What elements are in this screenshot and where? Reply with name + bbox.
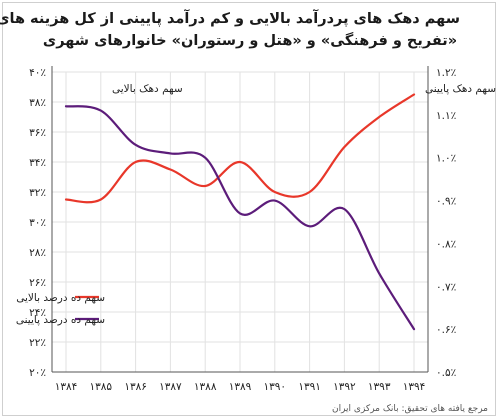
left-tick-label: ۳۴٪ bbox=[29, 157, 46, 169]
x-tick-label: ۱۳۹۲ bbox=[333, 381, 356, 393]
right-axis-label: سهم دهک پایینی bbox=[425, 83, 496, 95]
left-tick-label: ۲۶٪ bbox=[29, 277, 46, 289]
x-axis-ticks: ۱۳۸۴ ۱۳۸۵ ۱۳۸۶ ۱۳۸۷ ۱۳۸۸ ۱۳۸۹ ۱۳۹۰ ۱۳۹۱ ۱۳۹۲ ۱۳۹۳… bbox=[55, 381, 426, 393]
x-tick-label: ۱۳۸۶ bbox=[124, 381, 147, 393]
x-tick-label: ۱۳۸۹ bbox=[229, 381, 252, 393]
left-axis-ticks: ۲۰٪۲۲٪۲۴٪۲۶٪۲۸٪۳۰٪۳۲٪۳۴٪۳۶٪۳۸٪۴۰٪ bbox=[29, 67, 46, 379]
left-tick-label: ۳۲٪ bbox=[29, 187, 46, 199]
right-tick-label: ۰.۹٪ bbox=[436, 196, 456, 208]
left-tick-label: ۴۰٪ bbox=[29, 67, 46, 79]
x-tick-label: ۱۳۸۸ bbox=[194, 381, 217, 393]
x-tick-label: ۱۳۹۰ bbox=[264, 381, 287, 393]
x-tick-label: ۱۳۸۴ bbox=[55, 381, 78, 393]
x-tick-label: ۱۳۹۳ bbox=[368, 381, 391, 393]
right-tick-label: ۱.۱٪ bbox=[436, 110, 456, 122]
left-tick-label: ۲۰٪ bbox=[29, 367, 46, 379]
left-tick-label: ۳۰٪ bbox=[29, 217, 46, 229]
legend-label-1: سهم ده درصد بالایی bbox=[16, 292, 105, 304]
left-tick-label: ۲۸٪ bbox=[29, 247, 46, 259]
x-tick-label: ۱۳۸۷ bbox=[159, 381, 182, 393]
right-tick-label: ۰.۷٪ bbox=[436, 281, 456, 293]
x-tick-label: ۱۳۹۴ bbox=[403, 381, 426, 393]
x-tick-label: ۱۳۸۵ bbox=[90, 381, 113, 393]
right-tick-label: ۰.۵٪ bbox=[436, 367, 456, 379]
x-tick-label: ۱۳۹۱ bbox=[298, 381, 321, 393]
right-tick-label: ۰.۶٪ bbox=[436, 324, 456, 336]
right-tick-label: ۰.۸٪ bbox=[436, 238, 456, 250]
left-axis-label: سهم دهک بالایی bbox=[112, 83, 183, 95]
source-note: مرجع یافته های تحقیق: بانک مرکزی ایران bbox=[332, 404, 488, 414]
right-tick-label: ۱.۰٪ bbox=[436, 153, 456, 165]
legend-label-2: سهم ده درصد پایینی bbox=[16, 314, 105, 326]
left-tick-label: ۳۶٪ bbox=[29, 127, 46, 139]
left-tick-label: ۳۸٪ bbox=[29, 97, 46, 109]
right-tick-label: ۱.۲٪ bbox=[436, 67, 456, 79]
right-axis-ticks: ۰.۵٪ ۰.۶٪ ۰.۷٪ ۰.۸٪ ۰.۹٪ ۱.۰٪ ۱.۱٪ ۱.۲٪ bbox=[436, 67, 456, 379]
left-tick-label: ۲۲٪ bbox=[29, 337, 46, 349]
